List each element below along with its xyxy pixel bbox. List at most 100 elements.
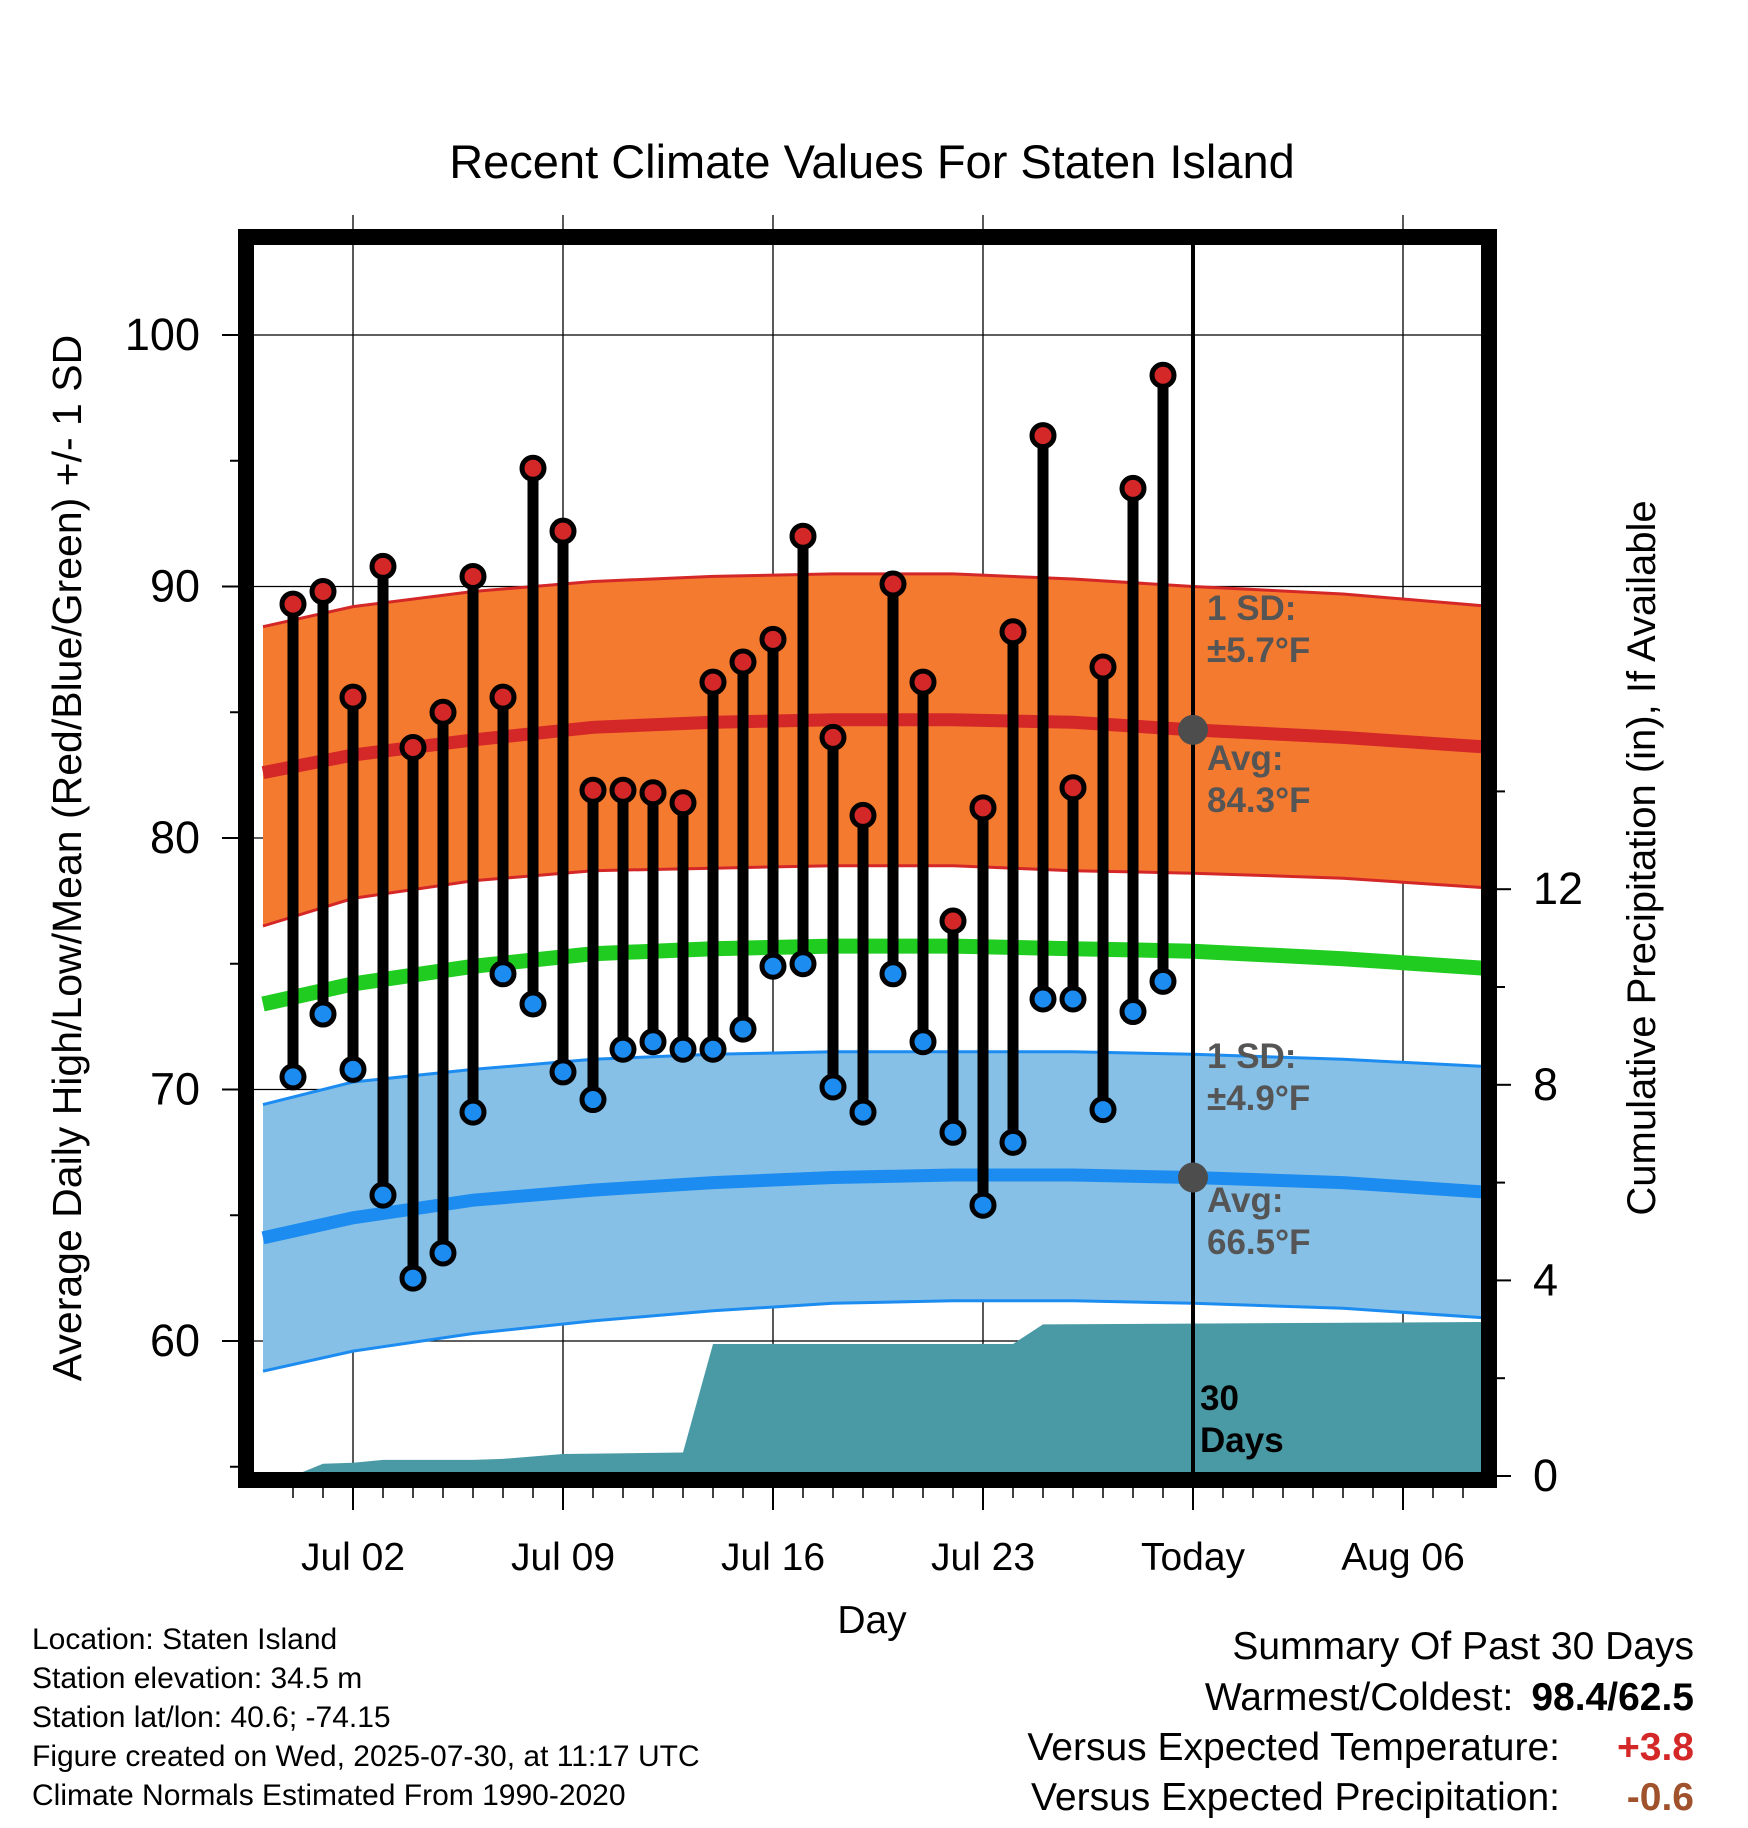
station-info: Location: Staten Island Station elevatio…	[32, 1620, 700, 1815]
daily-high-point	[1089, 653, 1117, 681]
daily-high-point	[759, 625, 787, 653]
y2-tick-label: 0	[1533, 1450, 1558, 1501]
high-avg-label: Avg:	[1207, 739, 1283, 778]
daily-high-point	[909, 668, 937, 696]
elevation-text: Station elevation: 34.5 m	[32, 1662, 363, 1695]
daily-low-point	[609, 1035, 637, 1063]
daily-high-point	[819, 723, 847, 751]
daily-high-point	[399, 733, 427, 761]
daily-low-point	[759, 952, 787, 980]
y-tick-label: 60	[150, 1315, 200, 1366]
high-sd-value: ±5.7°F	[1207, 631, 1310, 670]
daily-high-point	[879, 570, 907, 598]
daily-high-point	[969, 794, 997, 822]
daily-low-point	[309, 1000, 337, 1028]
temp-anomaly-value: +3.8	[1617, 1726, 1694, 1769]
daily-low-point	[969, 1191, 997, 1219]
daily-low-point	[879, 960, 907, 988]
daily-high-point	[729, 648, 757, 676]
x-tick-label: Jul 23	[931, 1536, 1035, 1579]
y-tick-label: 100	[125, 309, 200, 360]
x-tick-label: Jul 16	[721, 1536, 825, 1579]
daily-high-point	[999, 618, 1027, 646]
precipitation-area	[293, 1322, 1482, 1476]
summary-title: Summary Of Past 30 Days	[1232, 1625, 1694, 1668]
daily-low-point	[669, 1035, 697, 1063]
cumulative-precip-area	[293, 1322, 1482, 1476]
daily-high-point	[1149, 361, 1177, 389]
daily-low-point	[909, 1028, 937, 1056]
daily-high-point	[609, 776, 637, 804]
daily-high-point	[699, 668, 727, 696]
today-markers	[1178, 244, 1208, 1473]
warm-cold-row: Warmest/Coldest: 98.4/62.5	[1027, 1673, 1694, 1723]
daily-low-point	[639, 1028, 667, 1056]
daily-low-point	[1059, 985, 1087, 1013]
daily-temperature-bars	[279, 361, 1177, 1292]
created-text: Figure created on Wed, 2025-07-30, at 11…	[32, 1740, 700, 1773]
daily-low-point	[849, 1098, 877, 1126]
daily-high-point	[849, 801, 877, 829]
x-tick-label: Aug 06	[1341, 1536, 1465, 1579]
y-axis-label: Average Daily High/Low/Mean (Red/Blue/Gr…	[44, 335, 90, 1381]
daily-high-point	[1029, 422, 1057, 450]
daily-low-point	[939, 1118, 967, 1146]
daily-high-point	[339, 683, 367, 711]
y-tick-label: 90	[150, 561, 200, 612]
daily-low-point	[1149, 967, 1177, 995]
low-avg-label: Avg:	[1207, 1181, 1283, 1220]
precip-anomaly-value: -0.6	[1626, 1776, 1694, 1819]
y2-tick-label: 4	[1533, 1254, 1558, 1305]
temp-anomaly-label: Versus Expected Temperature:	[1027, 1726, 1560, 1769]
normal-bands	[261, 572, 1494, 1373]
precip-anomaly-row: Versus Expected Precipitation: -0.6	[1027, 1773, 1694, 1823]
high-sd-band	[263, 573, 1493, 926]
high-sd-label: 1 SD:	[1207, 589, 1296, 628]
location-text: Location: Staten Island	[32, 1623, 338, 1656]
daily-low-point	[489, 960, 517, 988]
x-tick-label: Jul 09	[511, 1536, 615, 1579]
x-tick-label: Jul 02	[301, 1536, 405, 1579]
daily-low-point	[1029, 985, 1057, 1013]
precip-anomaly-label: Versus Expected Precipitation:	[1031, 1776, 1560, 1819]
today-avg-high-marker	[1178, 714, 1208, 745]
low-sd-label: 1 SD:	[1207, 1037, 1296, 1076]
y-tick-label: 70	[150, 1064, 200, 1115]
daily-low-point	[999, 1128, 1027, 1156]
daily-low-point	[279, 1063, 307, 1091]
daily-low-point	[339, 1055, 367, 1083]
daily-low-point	[549, 1058, 577, 1086]
y2-axis-label: Cumulative Precipitation (in), If Availa…	[1620, 500, 1664, 1215]
chart-labels: Recent Climate Values For Staten Island D…	[44, 135, 1664, 1642]
chart-title: Recent Climate Values For Staten Island	[449, 135, 1295, 188]
low-sd-value: ±4.9°F	[1207, 1079, 1310, 1118]
daily-low-point	[819, 1073, 847, 1101]
daily-low-point	[699, 1035, 727, 1063]
plot-frame	[238, 229, 1497, 1488]
normal-high-line	[261, 713, 1494, 779]
low-avg-value: 66.5°F	[1207, 1223, 1311, 1262]
daily-low-point	[519, 990, 547, 1018]
daily-high-point	[519, 454, 547, 482]
low-sd-band	[263, 1051, 1493, 1372]
daily-low-point	[729, 1015, 757, 1043]
y2-tick-label: 8	[1533, 1059, 1558, 1110]
daily-high-point	[1059, 774, 1087, 802]
summary-panel: Summary Of Past 30 Days Warmest/Coldest:…	[1027, 1621, 1694, 1823]
daily-high-point	[369, 552, 397, 580]
window-days-number: 30	[1200, 1379, 1239, 1418]
daily-high-point	[429, 698, 457, 726]
daily-low-point	[399, 1264, 427, 1292]
daily-high-point	[489, 683, 517, 711]
high-upper-edge	[262, 572, 1494, 629]
daily-low-point	[429, 1239, 457, 1267]
daily-low-point	[1089, 1096, 1117, 1124]
y2-tick-label: 12	[1533, 863, 1583, 914]
today-avg-low-marker	[1178, 1162, 1208, 1193]
daily-high-point	[669, 789, 697, 817]
warm-cold-value: 98.4/62.5	[1531, 1676, 1694, 1719]
daily-high-point	[939, 907, 967, 935]
daily-high-point	[549, 517, 577, 545]
axes: 60 70 80 90 100 0 4 8 12 Jul 02 Jul 09 Jul 16 Jul 23…	[125, 309, 1583, 1579]
daily-high-point	[789, 522, 817, 550]
